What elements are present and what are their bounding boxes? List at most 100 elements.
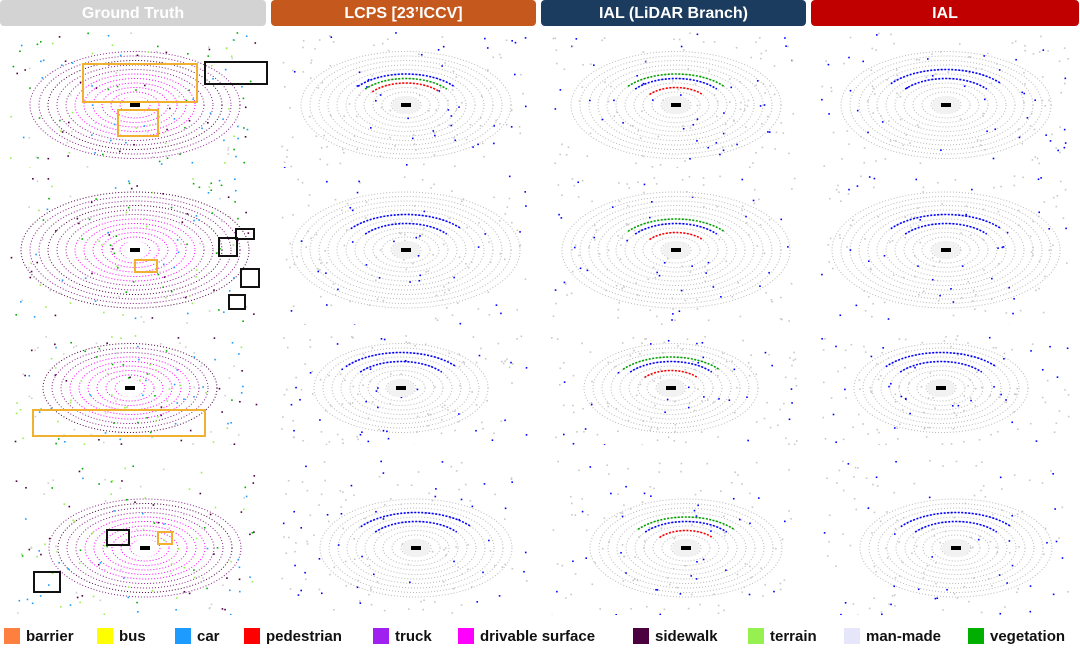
lidar-point xyxy=(349,402,351,405)
lidar-point xyxy=(296,255,298,258)
lidar-point xyxy=(407,117,409,120)
lidar-ring xyxy=(65,214,205,286)
lidar-point xyxy=(899,118,902,121)
lidar-point xyxy=(182,513,185,516)
lidar-point xyxy=(226,577,228,579)
lidar-point xyxy=(1001,488,1003,490)
lidar-point xyxy=(152,504,155,506)
legend-label: terrain xyxy=(770,628,817,645)
lidar-point xyxy=(224,68,227,71)
lidar-point xyxy=(902,144,904,147)
lidar-point xyxy=(293,70,296,73)
lidar-ring xyxy=(651,236,701,264)
lidar-point xyxy=(508,175,511,178)
lidar-ring xyxy=(579,55,773,155)
lidar-point xyxy=(707,261,710,264)
lidar-point xyxy=(168,527,171,529)
lidar-point xyxy=(208,48,211,51)
lidar-point xyxy=(565,154,568,156)
lidar-point xyxy=(243,161,245,164)
lidar-point xyxy=(315,233,318,236)
lidar-point xyxy=(790,388,793,390)
lidar-point xyxy=(755,461,758,464)
lidar-point xyxy=(140,316,143,318)
lidar-point xyxy=(633,229,636,232)
lidar-point xyxy=(155,50,158,53)
lidar-point xyxy=(84,277,87,279)
ego-car xyxy=(130,103,140,107)
lidar-point xyxy=(836,482,838,484)
lidar-point xyxy=(571,178,574,180)
lidar-point xyxy=(674,400,676,403)
lidar-point xyxy=(563,381,566,383)
lidar-point xyxy=(41,77,44,79)
lidar-point xyxy=(421,178,424,181)
lidar-point xyxy=(70,399,72,402)
lidar-point xyxy=(639,353,641,355)
point-cloud-panel xyxy=(15,465,256,615)
lidar-point xyxy=(634,556,636,558)
lidar-point xyxy=(415,149,417,151)
lidar-point xyxy=(591,200,593,203)
lidar-point xyxy=(705,272,707,274)
lidar-ring xyxy=(921,91,971,119)
lidar-point xyxy=(193,396,195,398)
lidar-point xyxy=(1016,387,1018,390)
lidar-point xyxy=(228,377,231,379)
segment-arc xyxy=(357,73,455,88)
lidar-point xyxy=(852,603,855,605)
lidar-point xyxy=(1021,142,1024,145)
lidar-point xyxy=(652,99,654,101)
lidar-point xyxy=(620,551,622,554)
lidar-point xyxy=(687,386,690,389)
lidar-point xyxy=(325,272,327,274)
lidar-point xyxy=(864,351,867,353)
lidar-point xyxy=(873,186,875,189)
lidar-point xyxy=(591,380,593,383)
lidar-point xyxy=(493,125,496,127)
lidar-point xyxy=(510,126,513,128)
lidar-point xyxy=(672,313,674,315)
lidar-point xyxy=(572,404,574,407)
lidar-point xyxy=(15,314,17,316)
lidar-point xyxy=(114,400,117,403)
lidar-point xyxy=(12,65,15,68)
lidar-point xyxy=(419,274,422,277)
lidar-point xyxy=(380,460,382,463)
lidar-point xyxy=(555,49,558,52)
lidar-point xyxy=(960,232,963,234)
lidar-point xyxy=(455,546,457,548)
lidar-point xyxy=(516,308,518,311)
lidar-point xyxy=(186,312,189,315)
lidar-point xyxy=(356,85,359,87)
lidar-point xyxy=(795,385,798,387)
lidar-point xyxy=(475,404,478,406)
lidar-point xyxy=(295,386,297,389)
lidar-point xyxy=(357,579,360,582)
lidar-point xyxy=(653,380,655,382)
lidar-ring xyxy=(898,365,984,411)
lidar-point xyxy=(317,270,320,273)
lidar-point xyxy=(1011,421,1014,424)
lidar-point xyxy=(739,108,742,111)
lidar-point xyxy=(696,560,698,563)
lidar-point xyxy=(67,568,70,570)
lidar-point xyxy=(689,32,691,35)
lidar-point xyxy=(178,95,180,98)
lidar-point xyxy=(304,571,306,574)
lidar-point xyxy=(1003,352,1006,355)
lidar-ring xyxy=(355,516,477,580)
lidar-point xyxy=(893,533,896,535)
lidar-point xyxy=(54,374,57,376)
lidar-point xyxy=(115,235,118,238)
lidar-ring xyxy=(606,69,746,141)
lidar-point xyxy=(227,149,229,151)
lidar-point xyxy=(976,139,979,141)
lidar-point xyxy=(877,215,880,218)
lidar-point xyxy=(420,53,423,56)
lidar-point xyxy=(1005,399,1007,401)
lidar-point xyxy=(285,258,288,261)
lidar-point xyxy=(1053,431,1056,433)
lidar-point xyxy=(189,429,192,432)
lidar-point xyxy=(234,178,236,181)
